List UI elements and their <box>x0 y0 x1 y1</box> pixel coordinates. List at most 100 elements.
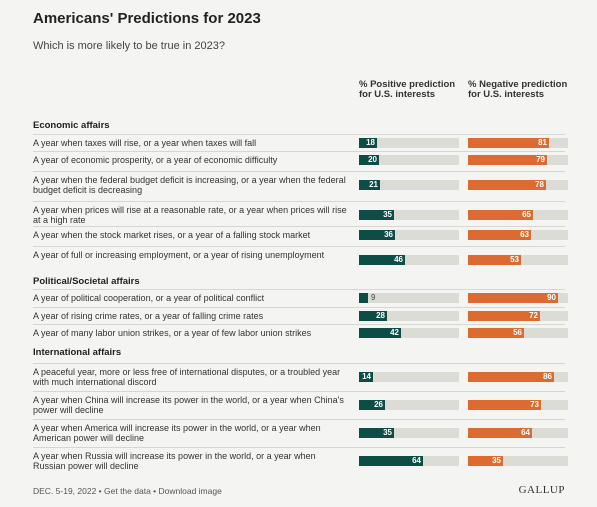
row-divider <box>33 289 565 290</box>
row-divider <box>33 151 565 152</box>
positive-bar-track: 28 <box>359 311 459 321</box>
negative-bar <box>468 210 533 220</box>
column-header-positive: % Positive prediction for U.S. interests <box>359 79 456 100</box>
row-label: A year of political cooperation, or a ye… <box>33 293 265 303</box>
positive-bar <box>359 255 405 265</box>
chart-subtitle: Which is more likely to be true in 2023? <box>33 40 225 52</box>
negative-bar-track: 78 <box>468 180 568 190</box>
positive-bar <box>359 311 387 321</box>
negative-bar <box>468 311 540 321</box>
negative-bar-track: 63 <box>468 230 568 240</box>
negative-bar-track: 56 <box>468 328 568 338</box>
row-label: A year of many labor union strikes, or a… <box>33 328 312 338</box>
negative-bar <box>468 138 549 148</box>
negative-value-label: 73 <box>530 400 539 409</box>
row-label: A year when China will increase its powe… <box>33 395 344 415</box>
negative-bar <box>468 372 554 382</box>
positive-value-label: 35 <box>383 210 392 219</box>
negative-value-label: 35 <box>492 456 501 465</box>
positive-bar-track: 20 <box>359 155 459 165</box>
positive-bar-track: 9 <box>359 293 459 303</box>
positive-value-label: 64 <box>412 456 421 465</box>
negative-value-label: 90 <box>547 293 556 302</box>
positive-bar <box>359 293 368 303</box>
negative-value-label: 81 <box>538 138 547 147</box>
row-divider <box>33 307 565 308</box>
row-divider <box>33 324 565 325</box>
row-divider <box>33 391 565 392</box>
positive-bar <box>359 138 377 148</box>
row-divider <box>33 226 565 227</box>
section-header: Political/Societal affairs <box>33 276 140 287</box>
section-header: International affairs <box>33 347 122 358</box>
negative-bar-track: 90 <box>468 293 568 303</box>
positive-bar <box>359 155 379 165</box>
negative-value-label: 64 <box>521 428 530 437</box>
positive-bar-track: 14 <box>359 372 459 382</box>
positive-bar-track: 46 <box>359 255 459 265</box>
negative-bar-track: 35 <box>468 456 568 466</box>
row-label: A year when America will increase its po… <box>33 423 321 443</box>
positive-bar-track: 35 <box>359 428 459 438</box>
negative-bar-track: 86 <box>468 372 568 382</box>
negative-value-label: 72 <box>529 311 538 320</box>
positive-bar-track: 42 <box>359 328 459 338</box>
negative-bar-track: 65 <box>468 210 568 220</box>
positive-value-label: 42 <box>390 328 399 337</box>
negative-bar-track: 79 <box>468 155 568 165</box>
negative-bar-track: 73 <box>468 400 568 410</box>
negative-bar-track: 81 <box>468 138 568 148</box>
row-divider <box>33 419 565 420</box>
negative-value-label: 65 <box>522 210 531 219</box>
column-header-negative: % Negative prediction for U.S. interests <box>468 79 568 100</box>
negative-bar <box>468 400 541 410</box>
positive-bar-track: 21 <box>359 180 459 190</box>
negative-bar <box>468 255 521 265</box>
negative-value-label: 56 <box>513 328 522 337</box>
positive-value-label: 26 <box>374 400 383 409</box>
positive-value-label: 9 <box>371 293 376 302</box>
positive-value-label: 36 <box>384 230 393 239</box>
positive-value-label: 35 <box>383 428 392 437</box>
row-label: A peaceful year, more or less free of in… <box>33 367 341 387</box>
negative-bar <box>468 180 546 190</box>
negative-bar <box>468 428 532 438</box>
negative-value-label: 53 <box>510 255 519 264</box>
row-label: A year of full or increasing employment,… <box>33 250 325 260</box>
positive-value-label: 46 <box>394 255 403 264</box>
negative-bar <box>468 155 547 165</box>
positive-bar <box>359 210 394 220</box>
positive-bar <box>359 328 401 338</box>
positive-bar <box>359 428 394 438</box>
row-label: A year of rising crime rates, or a year … <box>33 311 264 321</box>
negative-bar-track: 72 <box>468 311 568 321</box>
positive-value-label: 14 <box>362 372 371 381</box>
row-divider <box>33 246 565 247</box>
row-divider <box>33 201 565 202</box>
row-label: A year of economic prosperity, or a year… <box>33 155 278 165</box>
negative-bar <box>468 456 503 466</box>
negative-value-label: 78 <box>535 180 544 189</box>
positive-bar-track: 35 <box>359 210 459 220</box>
negative-bar <box>468 230 531 240</box>
row-divider <box>33 171 565 172</box>
row-label: A year when the stock market rises, or a… <box>33 230 311 240</box>
positive-bar-track: 36 <box>359 230 459 240</box>
negative-bar-track: 53 <box>468 255 568 265</box>
row-label: A year when taxes will rise, or a year w… <box>33 138 257 148</box>
positive-bar-track: 18 <box>359 138 459 148</box>
section-header: Economic affairs <box>33 120 110 131</box>
chart-title: Americans' Predictions for 2023 <box>33 10 261 27</box>
negative-bar <box>468 293 558 303</box>
negative-value-label: 79 <box>536 155 545 164</box>
positive-bar <box>359 180 380 190</box>
positive-bar <box>359 372 373 382</box>
positive-value-label: 20 <box>368 155 377 164</box>
positive-value-label: 18 <box>366 138 375 147</box>
row-label: A year when the federal budget deficit i… <box>33 175 346 195</box>
positive-value-label: 28 <box>376 311 385 320</box>
row-label: A year when prices will rise at a reason… <box>33 205 347 225</box>
footer-source: DEC. 5-19, 2022 • Get the data • Downloa… <box>33 486 222 496</box>
positive-bar <box>359 230 395 240</box>
row-divider <box>33 134 565 135</box>
